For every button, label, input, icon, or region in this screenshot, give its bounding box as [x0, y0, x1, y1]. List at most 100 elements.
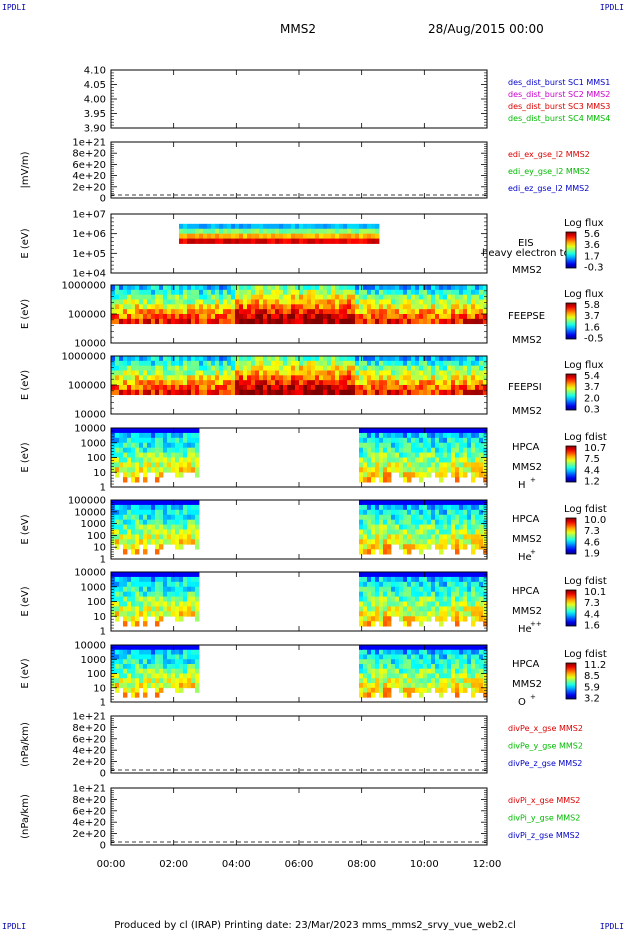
- y-tick-label: 10000: [74, 410, 106, 421]
- spectrogram: [111, 356, 488, 396]
- y-axis-label: E (eV): [20, 514, 31, 544]
- colorbar-tick-label: 5.8: [584, 300, 600, 311]
- y-tick-label: 1: [100, 627, 106, 638]
- colorbar-tick-label: 1.9: [584, 548, 600, 559]
- colorbar-tick-label: 1.6: [584, 322, 600, 333]
- y-tick-label: 100000: [68, 496, 106, 507]
- date-title: 28/Aug/2015 00:00: [428, 22, 544, 36]
- y-axis-label: (nPa/km): [20, 722, 31, 767]
- colorbar: [565, 302, 577, 340]
- y-tick-label: 1: [100, 698, 106, 709]
- panel-frame: [110, 787, 488, 846]
- y-tick-label: 4.00: [84, 95, 106, 106]
- y-tick-label: 1000: [81, 438, 106, 449]
- legend-entry: des_dist_burst SC3 MMS3: [508, 102, 610, 111]
- y-axis-label: E (eV): [20, 658, 31, 688]
- colorbar: [565, 662, 577, 700]
- corner-label-bottom-left: IPDLI: [2, 922, 27, 931]
- colorbar-tick-label: 3.2: [584, 693, 600, 704]
- y-tick-label: 10: [93, 612, 106, 623]
- colorbar-title: Log fdist: [564, 576, 607, 587]
- panel-frame: [110, 141, 488, 199]
- panel-1: des_dist_burst SC1 MMS1 des_dist_burst SC…: [84, 66, 611, 135]
- colorbar-tick-label: 4.4: [584, 465, 600, 476]
- legend-entry: edi_ey_gse_l2 MMS2: [508, 167, 590, 176]
- instrument-label: HPCA: [512, 586, 540, 597]
- y-tick-label: 4e+20: [72, 171, 106, 182]
- y-tick-label: 10: [93, 468, 106, 479]
- spectrogram: [179, 223, 380, 244]
- x-tick-label: 08:00: [347, 859, 376, 870]
- y-axis-label: (nPa/km): [20, 794, 31, 839]
- legend-entry: divPe_y_gse MMS2: [508, 742, 583, 751]
- y-tick-label: 6e+20: [72, 734, 106, 745]
- colorbar-title: Log flux: [564, 218, 604, 229]
- y-tick-label: 3.90: [84, 124, 106, 135]
- colorbar-tick-label: 3.7: [584, 311, 600, 322]
- y-axis-label: E (eV): [20, 442, 31, 472]
- instrument-label: FEEPSI: [508, 382, 542, 393]
- colorbar: [565, 373, 577, 411]
- spectrogram: [111, 572, 488, 627]
- y-tick-label: 4.10: [84, 66, 106, 77]
- panel-frame: [110, 69, 488, 129]
- colorbar-tick-label: 7.3: [584, 598, 600, 609]
- y-axis-label: E (eV): [20, 586, 31, 616]
- instrument-label: HPCA: [512, 442, 540, 453]
- spectrogram: [111, 500, 488, 555]
- y-tick-label: 1e+05: [72, 249, 106, 260]
- colorbar: [565, 231, 577, 269]
- x-tick-label: 02:00: [159, 859, 188, 870]
- colorbar-tick-label: 1.7: [584, 251, 600, 262]
- spacecraft-label: MMS2: [512, 265, 542, 276]
- y-tick-label: 1e+06: [72, 229, 106, 240]
- colorbar-tick-label: 10.1: [584, 587, 606, 598]
- y-axis-label: E (eV): [20, 228, 31, 258]
- y-tick-label: 10000: [74, 339, 106, 350]
- y-tick-label: 1000: [81, 655, 106, 666]
- instrument-label: HPCA: [512, 514, 540, 525]
- y-tick-label: 100000: [68, 381, 106, 392]
- species-charge-label: +: [530, 476, 536, 484]
- corner-label-bottom-right: IPDLI: [599, 922, 624, 931]
- colorbar-tick-label: 5.6: [584, 229, 600, 240]
- colorbar-tick-label: 5.4: [584, 371, 600, 382]
- y-tick-label: 10: [93, 683, 106, 694]
- y-tick-label: 2e+20: [72, 757, 106, 768]
- legend-entry: des_dist_burst SC2 MMS2: [508, 90, 610, 99]
- colorbar-tick-label: 1.6: [584, 620, 600, 631]
- colorbar-title: Log fdist: [564, 432, 607, 443]
- legend-entry: divPe_z_gse MMS2: [508, 759, 582, 768]
- y-tick-label: 1e+21: [72, 784, 106, 795]
- colorbar-title: Log flux: [564, 360, 604, 371]
- y-tick-label: 100000: [68, 310, 106, 321]
- x-tick-label: 00:00: [97, 859, 126, 870]
- y-tick-label: 3.95: [84, 109, 106, 120]
- panel-2: edi_ex_gse_l2 MMS2 edi_ey_gse_l2 MMS2 edi_…: [20, 138, 590, 205]
- colorbar-tick-label: 4.4: [584, 609, 600, 620]
- instrument-label: HPCA: [512, 659, 540, 670]
- y-tick-label: 10000: [74, 424, 106, 435]
- x-tick-label: 06:00: [285, 859, 314, 870]
- legend-entry: des_dist_burst SC1 MMS1: [508, 78, 610, 87]
- y-axis-label: |mV/m): [20, 151, 31, 188]
- colorbar-tick-label: 8.5: [584, 671, 600, 682]
- legend-entry: edi_ez_gse_l2 MMS2: [508, 184, 589, 193]
- y-tick-label: 4.05: [84, 80, 106, 91]
- y-tick-label: 100: [87, 669, 106, 680]
- species-charge-label: +: [530, 693, 536, 701]
- corner-label-top-left: IPDLI: [2, 3, 27, 12]
- colorbar-tick-label: 2.0: [584, 393, 600, 404]
- species-label: O: [518, 697, 526, 708]
- y-tick-label: 8e+20: [72, 149, 106, 160]
- y-tick-label: 8e+20: [72, 723, 106, 734]
- y-tick-label: 1: [100, 555, 106, 566]
- colorbar: [565, 589, 577, 627]
- y-tick-label: 1e+04: [72, 269, 106, 280]
- colorbar-tick-label: 4.6: [584, 537, 600, 548]
- legend-entry: des_dist_burst SC4 MMS4: [508, 114, 610, 123]
- y-tick-label: 0: [100, 769, 106, 780]
